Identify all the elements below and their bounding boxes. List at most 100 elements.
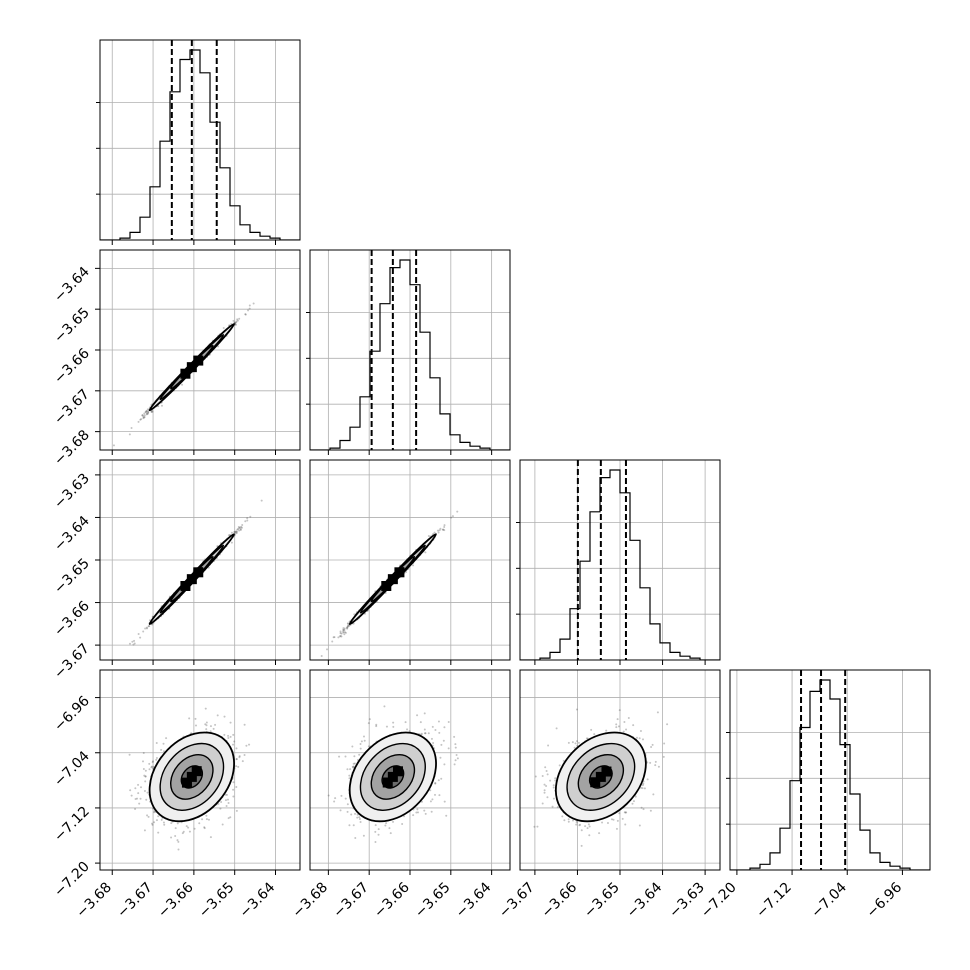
sample-point [232,781,235,784]
sample-point [392,725,395,728]
sample-point [151,623,154,626]
sample-point [327,794,330,797]
sample-point [456,510,459,513]
sample-point [181,383,184,386]
sample-point [430,737,433,740]
sample-point [552,786,555,789]
sample-point [217,345,220,348]
sample-point [205,721,208,724]
sample-point [142,417,145,420]
sample-point [233,321,236,324]
sample-point [445,814,448,817]
sample-point [616,819,619,822]
sample-point [424,551,427,554]
sample-point [128,753,131,756]
sample-point [239,528,242,531]
sample-point [235,765,238,768]
sample-point [447,721,450,724]
y-tick-label: −3.65 [51,556,93,598]
density-peak-cell [387,574,398,585]
sample-point [223,733,226,736]
sample-point [359,821,362,824]
sample-point [666,723,669,726]
sample-point [443,763,446,766]
density-peak-cell [382,777,393,788]
sample-point [555,727,558,730]
sample-point [205,728,208,731]
sample-point [155,758,158,761]
histogram-panel-0 [96,39,301,245]
sample-point [420,732,423,735]
sample-point [150,410,153,413]
sample-point [552,784,555,787]
density-peak-cell [387,771,398,782]
sample-point [348,774,351,777]
sample-point [188,717,191,720]
sample-point [212,727,215,730]
density-peak-cell [394,567,405,578]
sample-point [362,735,365,738]
sample-point [350,813,353,816]
sample-point [359,747,362,750]
histogram-step [730,679,930,870]
sample-point [590,728,593,731]
y-tick-label: −3.63 [51,470,93,512]
sample-point [153,811,156,814]
density-peak-cell [186,771,197,782]
sample-point [348,777,351,780]
sample-point [204,707,207,710]
sample-point [436,529,439,532]
sample-point [246,519,249,522]
sample-point [226,798,229,801]
sample-point [203,827,206,830]
sample-point [649,809,652,812]
sample-point [194,717,197,720]
scatter-panel-2-0: −3.67−3.66−3.65−3.64−3.63 [51,459,301,682]
sample-point [174,827,177,830]
sample-point [612,818,615,821]
sample-point [160,404,163,407]
sample-point [238,756,241,759]
sample-point [220,800,223,803]
sample-point [406,728,409,731]
sample-point [588,825,591,828]
x-tick-label: −7.12 [753,880,795,922]
sample-point [625,728,628,731]
sample-point [348,624,351,627]
sample-point [230,541,233,544]
sample-point [142,751,145,754]
sample-point [137,420,140,423]
sample-point [574,742,577,745]
sample-point [606,821,609,824]
y-tick-label: −3.64 [51,264,93,306]
sample-point [147,625,150,628]
y-tick-label: −3.66 [51,598,93,640]
sample-point [157,815,160,818]
sample-point [353,762,356,765]
sample-point [235,758,238,761]
sample-point [337,636,340,639]
sample-point [358,818,361,821]
sample-point [615,827,618,830]
sample-point [232,743,235,746]
sample-point [427,535,430,538]
sample-point [610,818,613,821]
sample-point [207,818,210,821]
sample-point [133,639,136,642]
sample-point [625,811,628,814]
sample-point [236,318,239,321]
sample-point [367,745,370,748]
sample-point [239,528,242,531]
sample-point [404,721,407,724]
sample-point [351,745,354,748]
density-peak-cell [193,567,204,578]
sample-point [455,753,458,756]
panel-frame [729,669,931,871]
sample-point [585,737,588,740]
histogram-step [100,49,300,240]
sample-point [375,725,378,728]
x-tick-label: −3.63 [666,880,708,922]
sample-point [147,815,150,818]
sample-point [354,837,357,840]
sample-point [356,816,359,819]
